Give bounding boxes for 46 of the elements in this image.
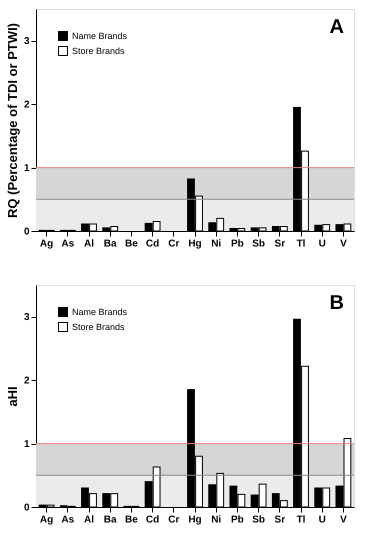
x-tick-label: Ag bbox=[40, 514, 54, 526]
x-tick-label: Hg bbox=[188, 238, 202, 250]
x-tick-label: Sb bbox=[252, 238, 265, 250]
x-tick-label: Cr bbox=[168, 238, 180, 250]
y-axis-title: RQ (Percentage of TDI or PTWI) bbox=[4, 22, 20, 218]
y-tick-label: 1 bbox=[24, 163, 30, 174]
x-tick-label: As bbox=[61, 514, 75, 526]
x-tick-label: Ba bbox=[104, 514, 118, 526]
x-tick-label: Ba bbox=[104, 238, 118, 250]
x-tick-label: Ni bbox=[211, 514, 222, 526]
y-tick-label: 1 bbox=[24, 439, 30, 450]
y-tick-label: 3 bbox=[24, 36, 30, 48]
x-tick-label: Tl bbox=[296, 238, 306, 250]
annotation: B bbox=[330, 292, 344, 314]
y-tick-label: 0 bbox=[24, 502, 30, 514]
legend-label: Name Brands bbox=[72, 31, 128, 41]
x-tick-label: Be bbox=[125, 238, 138, 250]
annotation: A bbox=[330, 16, 344, 38]
x-tick-label: Cd bbox=[146, 514, 160, 526]
x-tick-label: V bbox=[340, 238, 348, 250]
x-tick-label: Ni bbox=[211, 238, 222, 250]
x-tick-label: Hg bbox=[188, 514, 202, 526]
x-tick-label: Sb bbox=[252, 514, 265, 526]
x-tick-label: Sr bbox=[274, 238, 286, 250]
y-axis-title: aHI bbox=[4, 386, 20, 407]
legend-label: Store Brands bbox=[72, 46, 126, 56]
x-tick-label: Cd bbox=[146, 238, 160, 250]
x-tick-label: Be bbox=[125, 514, 138, 526]
y-tick-label: 2 bbox=[24, 100, 30, 111]
x-tick-label: Pb bbox=[231, 514, 244, 526]
legend-label: Store Brands bbox=[72, 322, 126, 332]
y-tick-label: 2 bbox=[24, 376, 30, 387]
y-tick-label: 0 bbox=[24, 226, 30, 238]
legend-label: Name Brands bbox=[72, 307, 128, 317]
x-tick-label: Cr bbox=[168, 514, 180, 526]
x-tick-label: Ag bbox=[40, 238, 54, 250]
x-tick-label: U bbox=[318, 238, 326, 250]
x-tick-label: Pb bbox=[231, 238, 244, 250]
x-tick-label: Sr bbox=[274, 514, 286, 526]
x-tick-label: V bbox=[340, 514, 348, 526]
x-tick-label: Tl bbox=[296, 514, 306, 526]
y-tick-label: 3 bbox=[24, 312, 30, 324]
x-tick-label: Al bbox=[84, 238, 94, 250]
x-tick-label: Al bbox=[84, 514, 94, 526]
x-tick-label: As bbox=[61, 238, 75, 250]
x-tick-label: U bbox=[318, 514, 326, 526]
